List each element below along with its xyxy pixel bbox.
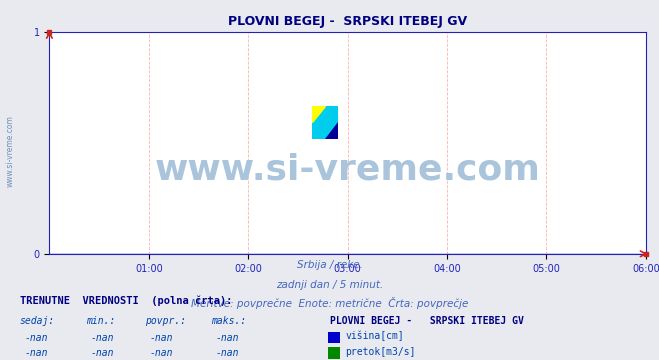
- Text: www.si-vreme.com: www.si-vreme.com: [5, 115, 14, 187]
- Text: Srbija / reke.: Srbija / reke.: [297, 260, 362, 270]
- Polygon shape: [312, 106, 325, 122]
- Text: zadnji dan / 5 minut.: zadnji dan / 5 minut.: [276, 280, 383, 290]
- Text: -nan: -nan: [150, 348, 173, 359]
- Text: višina[cm]: višina[cm]: [345, 331, 404, 342]
- Text: sedaj:: sedaj:: [20, 316, 55, 326]
- Text: -nan: -nan: [24, 333, 48, 343]
- Text: min.:: min.:: [86, 316, 115, 326]
- Polygon shape: [325, 122, 338, 139]
- Text: TRENUTNE  VREDNOSTI  (polna črta):: TRENUTNE VREDNOSTI (polna črta):: [20, 296, 232, 306]
- Text: -nan: -nan: [150, 333, 173, 343]
- Text: PLOVNI BEGEJ -   SRPSKI ITEBEJ GV: PLOVNI BEGEJ - SRPSKI ITEBEJ GV: [330, 316, 523, 326]
- Text: Meritve: povprečne  Enote: metrične  Črta: povprečje: Meritve: povprečne Enote: metrične Črta:…: [191, 297, 468, 309]
- Text: -nan: -nan: [215, 348, 239, 359]
- Text: www.si-vreme.com: www.si-vreme.com: [155, 153, 540, 187]
- Polygon shape: [312, 106, 338, 139]
- Text: -nan: -nan: [90, 348, 114, 359]
- Text: -nan: -nan: [90, 333, 114, 343]
- Title: PLOVNI BEGEJ -  SRPSKI ITEBEJ GV: PLOVNI BEGEJ - SRPSKI ITEBEJ GV: [228, 15, 467, 28]
- Text: -nan: -nan: [215, 333, 239, 343]
- Text: -nan: -nan: [24, 348, 48, 359]
- Text: maks.:: maks.:: [211, 316, 246, 326]
- Text: povpr.:: povpr.:: [145, 316, 186, 326]
- Text: pretok[m3/s]: pretok[m3/s]: [345, 347, 416, 357]
